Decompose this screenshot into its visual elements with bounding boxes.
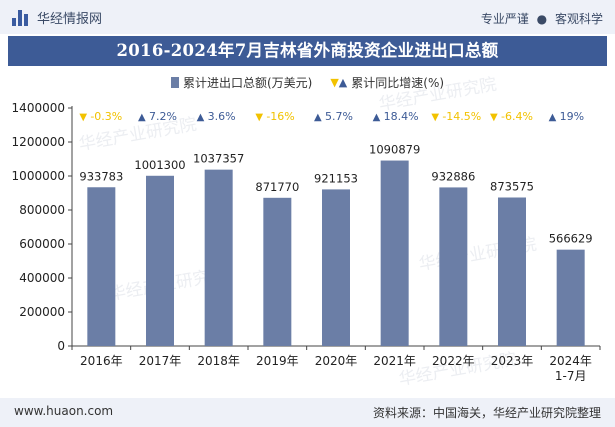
growth-rate-label: -0.3%: [90, 110, 122, 123]
title-bar: 2016-2024年7月吉林省外商投资企业进出口总额: [8, 36, 607, 66]
x-tick-label: 2021年: [373, 354, 416, 368]
slogan-left: 专业严谨: [480, 12, 529, 26]
legend-bar-swatch: [170, 77, 179, 88]
chart-title: 2016-2024年7月吉林省外商投资企业进出口总额: [116, 41, 499, 60]
bar: [146, 175, 174, 346]
legend-up-triangle-icon: ▲: [338, 76, 348, 89]
growth-rate-label: -16%: [266, 110, 294, 123]
bar-value-label: 566629: [549, 232, 593, 246]
top-bar: 华经情报网 专业严谨 ● 客观科学: [0, 0, 615, 34]
growth-rate-label: 7.2%: [149, 110, 177, 123]
y-tick-label: 800000: [19, 203, 65, 217]
growth-rate-label: 3.6%: [208, 110, 236, 123]
x-tick-label: 2019年: [256, 354, 299, 368]
growth-down-triangle-icon: ▼: [490, 112, 498, 123]
growth-rate-label: 19%: [560, 110, 584, 123]
brand-name: 华经情报网: [37, 12, 103, 27]
x-tick-label: 1-7月: [555, 369, 587, 383]
brand: 华经情报网: [12, 8, 102, 27]
bar: [380, 160, 409, 346]
chart-legend: 累计进出口总额(万美元) ▼ ▲ 累计同比增速(%): [0, 74, 615, 91]
y-tick-label: 600000: [19, 237, 65, 251]
growth-up-triangle-icon: ▲: [373, 112, 381, 123]
growth-rate-label: 18.4%: [384, 110, 419, 123]
bar: [87, 187, 116, 346]
bar-value-label: 921153: [314, 171, 358, 185]
x-tick-label: 2017年: [139, 354, 182, 368]
watermark-text: 华经产业研究院: [377, 75, 498, 115]
growth-down-triangle-icon: ▼: [79, 112, 87, 123]
bar: [439, 187, 468, 346]
bar-value-label: 932886: [431, 169, 475, 183]
bar-value-label: 1037357: [193, 152, 244, 166]
growth-rate-label: -14.5%: [442, 110, 481, 123]
bar-value-label: 1001300: [134, 158, 185, 172]
footer-bar: www.huaon.com 资料来源：中国海关，华经产业研究院整理: [0, 398, 615, 427]
y-tick-label: 200000: [19, 305, 65, 319]
bar: [263, 197, 292, 346]
growth-up-triangle-icon: ▲: [549, 112, 557, 123]
legend-growth-label: 累计同比增速(%): [351, 76, 445, 90]
bar-value-label: 1090879: [369, 143, 420, 157]
slogan-separator: ●: [536, 12, 548, 26]
growth-rate-label: 5.7%: [325, 110, 353, 123]
y-tick-label: 400000: [19, 271, 65, 285]
bar: [556, 249, 585, 346]
slogan-right: 客观科学: [554, 12, 603, 26]
y-tick-label: 1400000: [12, 101, 65, 115]
bar: [204, 169, 233, 346]
legend-down-triangle-icon: ▼: [330, 76, 339, 89]
slogan: 专业严谨 ● 客观科学: [481, 10, 603, 27]
x-tick-label: 2016年: [80, 354, 123, 368]
bar-value-label: 873575: [490, 179, 534, 193]
bar: [322, 189, 350, 346]
growth-down-triangle-icon: ▼: [431, 112, 439, 123]
x-tick-label: 2020年: [315, 354, 358, 368]
x-tick-label: 2023年: [491, 354, 534, 368]
bar-value-label: 933783: [79, 169, 123, 183]
y-tick-label: 1000000: [12, 169, 65, 183]
footer-url[interactable]: www.huaon.com: [14, 404, 114, 418]
logo-bars-icon: [12, 9, 30, 26]
x-tick-label: 2018年: [197, 354, 240, 368]
growth-rate-label: -6.4%: [501, 110, 533, 123]
legend-bar-label: 累计进出口总额(万美元): [182, 76, 313, 90]
x-tick-label: 2024年: [549, 354, 592, 368]
y-tick-label: 0: [57, 339, 65, 353]
bar-value-label: 871770: [255, 180, 299, 194]
growth-up-triangle-icon: ▲: [138, 112, 146, 123]
footer-source: 资料来源：中国海关，华经产业研究院整理: [372, 406, 601, 420]
bar: [498, 197, 526, 346]
growth-up-triangle-icon: ▲: [314, 112, 322, 123]
y-tick-label: 1200000: [12, 135, 65, 149]
x-tick-label: 2022年: [432, 354, 475, 368]
growth-up-triangle-icon: ▲: [197, 112, 205, 123]
growth-down-triangle-icon: ▼: [255, 112, 263, 123]
